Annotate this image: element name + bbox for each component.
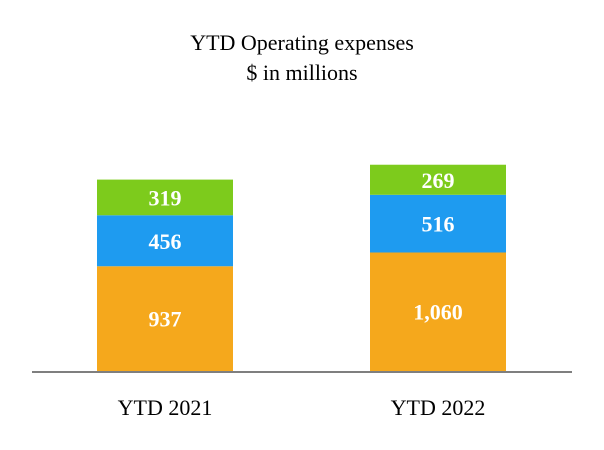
data-label: 269 (422, 168, 455, 193)
data-label: 319 (149, 185, 182, 210)
chart-subtitle: $ in millions (246, 60, 357, 85)
bar-segment-middle (370, 194, 506, 253)
bar-segment-bottom (370, 252, 506, 371)
data-label: 937 (149, 307, 182, 332)
data-label: 516 (422, 212, 455, 237)
bar-segment-middle (97, 215, 233, 267)
x-tick-label: YTD 2022 (391, 395, 486, 420)
chart-title: YTD Operating expenses (190, 30, 414, 55)
x-tick-label: YTD 2021 (118, 395, 213, 420)
data-label: 456 (149, 229, 182, 254)
bars-group: 937 456 319 1,060 516 269 (97, 164, 506, 371)
data-label: 1,060 (413, 300, 463, 325)
bar-segment-bottom (97, 266, 233, 371)
bar-segment-top (97, 179, 233, 216)
bar-segment-top (370, 164, 506, 195)
